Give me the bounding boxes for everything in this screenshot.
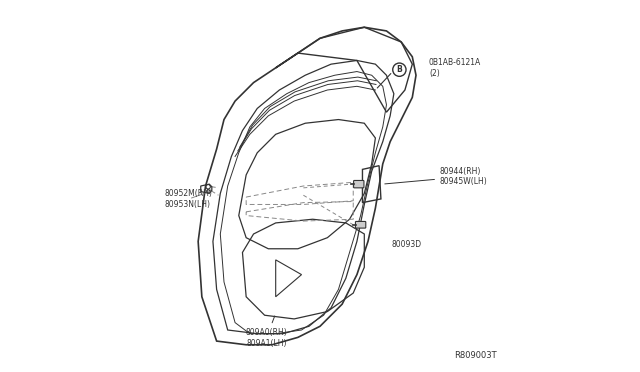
- Text: R809003T: R809003T: [454, 350, 497, 359]
- Text: 0B1AB-6121A
(2): 0B1AB-6121A (2): [429, 58, 481, 77]
- Text: 80093D: 80093D: [392, 240, 422, 248]
- FancyBboxPatch shape: [353, 180, 364, 188]
- Text: B: B: [397, 65, 403, 74]
- Text: 80952M(RH)
80953N(LH): 80952M(RH) 80953N(LH): [165, 189, 213, 209]
- FancyBboxPatch shape: [355, 221, 366, 228]
- Text: 809A0(RH)
809A1(LH): 809A0(RH) 809A1(LH): [246, 316, 287, 347]
- Text: 80944(RH)
80945W(LH): 80944(RH) 80945W(LH): [385, 167, 488, 186]
